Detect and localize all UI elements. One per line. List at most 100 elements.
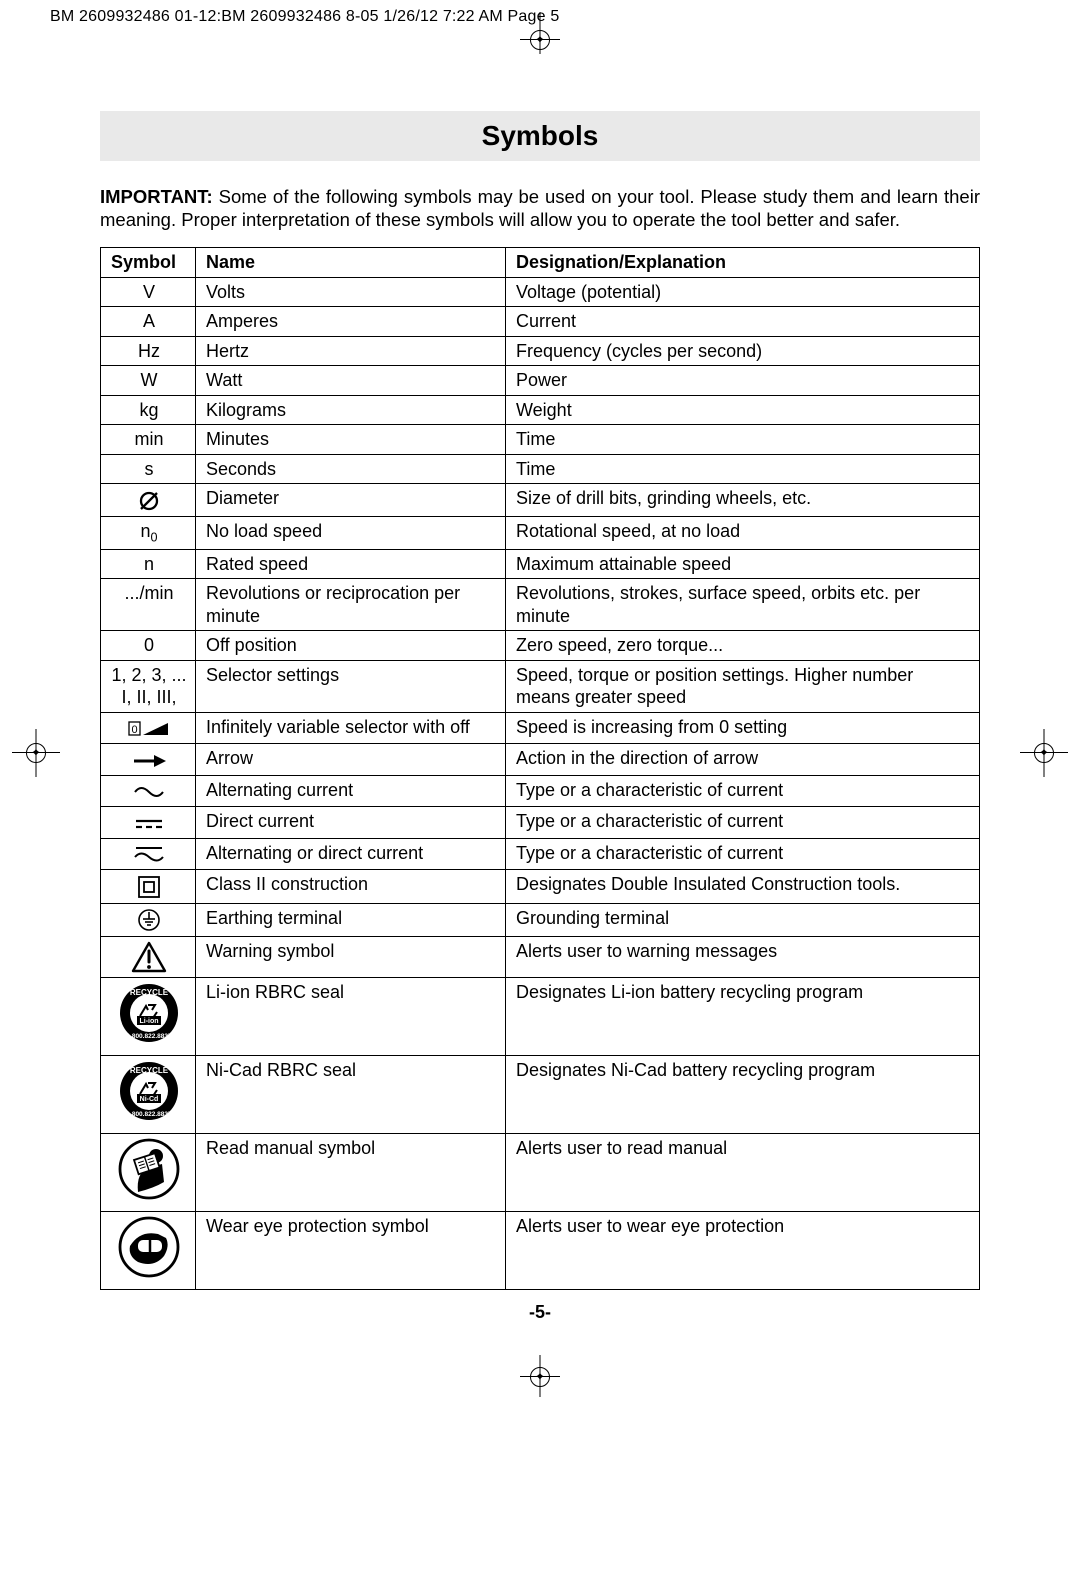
- name-cell: Alternating current: [196, 775, 506, 807]
- svg-text:0: 0: [131, 724, 137, 736]
- table-row: Alternating currentType or a characteris…: [101, 775, 980, 807]
- earth-icon: [137, 909, 161, 929]
- desc-cell: Type or a characteristic of current: [506, 775, 980, 807]
- desc-cell: Alerts user to read manual: [506, 1133, 980, 1211]
- symbol-cell: A: [101, 307, 196, 337]
- table-row: Class II constructionDesignates Double I…: [101, 870, 980, 903]
- symbol-cell: RECYCLE1.800.822.8837Li-ion: [101, 977, 196, 1055]
- symbol-cell: n: [101, 549, 196, 579]
- desc-cell: Time: [506, 425, 980, 455]
- desc-cell: Revolutions, strokes, surface speed, orb…: [506, 579, 980, 631]
- col-symbol: Symbol: [101, 248, 196, 278]
- intro-paragraph: IMPORTANT: Some of the following symbols…: [100, 185, 980, 231]
- name-cell: Class II construction: [196, 870, 506, 903]
- symbol-cell: [101, 744, 196, 776]
- name-cell: Diameter: [196, 484, 506, 516]
- name-cell: Selector settings: [196, 660, 506, 712]
- content: Symbols IMPORTANT: Some of the following…: [100, 111, 980, 1323]
- name-cell: Read manual symbol: [196, 1133, 506, 1211]
- svg-text:RECYCLE: RECYCLE: [130, 1066, 169, 1075]
- table-row: Read manual symbolAlerts user to read ma…: [101, 1133, 980, 1211]
- name-cell: Ni-Cad RBRC seal: [196, 1055, 506, 1133]
- symbol-cell: 1, 2, 3, ...I, II, III,: [101, 660, 196, 712]
- name-cell: Warning symbol: [196, 936, 506, 977]
- desc-cell: Size of drill bits, grinding wheels, etc…: [506, 484, 980, 516]
- desc-cell: Type or a characteristic of current: [506, 807, 980, 839]
- desc-cell: Maximum attainable speed: [506, 549, 980, 579]
- warning-icon: [131, 946, 167, 966]
- acdc-icon: [133, 844, 165, 864]
- col-desc: Designation/Explanation: [506, 248, 980, 278]
- table-header-row: Symbol Name Designation/Explanation: [101, 248, 980, 278]
- arrow-icon: [132, 749, 166, 769]
- desc-cell: Action in the direction of arrow: [506, 744, 980, 776]
- symbol-cell: RECYCLE1.800.822.8837Ni-Cd: [101, 1055, 196, 1133]
- table-row: Wear eye protection symbolAlerts user to…: [101, 1211, 980, 1289]
- name-cell: Arrow: [196, 744, 506, 776]
- desc-cell: Zero speed, zero torque...: [506, 631, 980, 661]
- table-row: 0Infinitely variable selector with offSp…: [101, 712, 980, 744]
- symbol-cell: [101, 936, 196, 977]
- table-row: Earthing terminalGrounding terminal: [101, 903, 980, 936]
- registration-mark-left: [18, 735, 54, 771]
- name-cell: Minutes: [196, 425, 506, 455]
- symbol-cell: [101, 838, 196, 870]
- symbols-table: Symbol Name Designation/Explanation VVol…: [100, 247, 980, 1290]
- intro-body: Some of the following symbols may be use…: [100, 186, 980, 230]
- table-row: Direct currentType or a characteristic o…: [101, 807, 980, 839]
- symbol-cell: [101, 1211, 196, 1289]
- table-row: .../minRevolutions or reciprocation per …: [101, 579, 980, 631]
- page-title: Symbols: [100, 111, 980, 161]
- desc-cell: Alerts user to wear eye protection: [506, 1211, 980, 1289]
- registration-mark-top: [0, 26, 1080, 56]
- desc-cell: Designates Double Insulated Construction…: [506, 870, 980, 903]
- registration-mark-bottom: [0, 1363, 1080, 1393]
- name-cell: Hertz: [196, 336, 506, 366]
- name-cell: Revolutions or reciprocation per minute: [196, 579, 506, 631]
- name-cell: Earthing terminal: [196, 903, 506, 936]
- table-row: WWattPower: [101, 366, 980, 396]
- ramp0-icon: 0: [128, 718, 170, 738]
- table-row: RECYCLE1.800.822.8837Ni-Cd Ni-Cad RBRC se…: [101, 1055, 980, 1133]
- name-cell: Li-ion RBRC seal: [196, 977, 506, 1055]
- svg-text:1.800.822.8837: 1.800.822.8837: [126, 1033, 172, 1040]
- symbol-cell: W: [101, 366, 196, 396]
- table-row: VVoltsVoltage (potential): [101, 277, 980, 307]
- name-cell: Infinitely variable selector with off: [196, 712, 506, 744]
- intro-lead: IMPORTANT:: [100, 186, 213, 207]
- registration-mark-right: [1026, 735, 1062, 771]
- table-row: ArrowAction in the direction of arrow: [101, 744, 980, 776]
- symbol-cell: [101, 775, 196, 807]
- desc-cell: Type or a characteristic of current: [506, 838, 980, 870]
- desc-cell: Grounding terminal: [506, 903, 980, 936]
- name-cell: Wear eye protection symbol: [196, 1211, 506, 1289]
- symbol-cell: [101, 807, 196, 839]
- desc-cell: Frequency (cycles per second): [506, 336, 980, 366]
- table-row: n0No load speedRotational speed, at no l…: [101, 516, 980, 549]
- name-cell: Direct current: [196, 807, 506, 839]
- symbol-cell: [101, 903, 196, 936]
- table-row: minMinutesTime: [101, 425, 980, 455]
- diameter-icon: [138, 489, 160, 509]
- svg-text:Ni-Cd: Ni-Cd: [140, 1096, 159, 1103]
- symbol-cell: Hz: [101, 336, 196, 366]
- table-row: Alternating or direct currentType or a c…: [101, 838, 980, 870]
- symbol-cell: V: [101, 277, 196, 307]
- ac-icon: [133, 781, 165, 801]
- table-row: nRated speedMaximum attainable speed: [101, 549, 980, 579]
- page-number: -5-: [100, 1302, 980, 1323]
- symbol-cell: .../min: [101, 579, 196, 631]
- table-row: HzHertzFrequency (cycles per second): [101, 336, 980, 366]
- desc-cell: Current: [506, 307, 980, 337]
- desc-cell: Voltage (potential): [506, 277, 980, 307]
- table-row: kgKilogramsWeight: [101, 395, 980, 425]
- desc-cell: Weight: [506, 395, 980, 425]
- table-row: RECYCLE1.800.822.8837Li-ionLi-ion RBRC s…: [101, 977, 980, 1055]
- desc-cell: Speed, torque or position settings. High…: [506, 660, 980, 712]
- readmanual-icon: [118, 1158, 180, 1178]
- symbol-cell: [101, 1133, 196, 1211]
- name-cell: Seconds: [196, 454, 506, 484]
- rbrc_ni-icon: RECYCLE1.800.822.8837Ni-Cd: [118, 1080, 180, 1100]
- symbol-cell: kg: [101, 395, 196, 425]
- desc-cell: Alerts user to warning messages: [506, 936, 980, 977]
